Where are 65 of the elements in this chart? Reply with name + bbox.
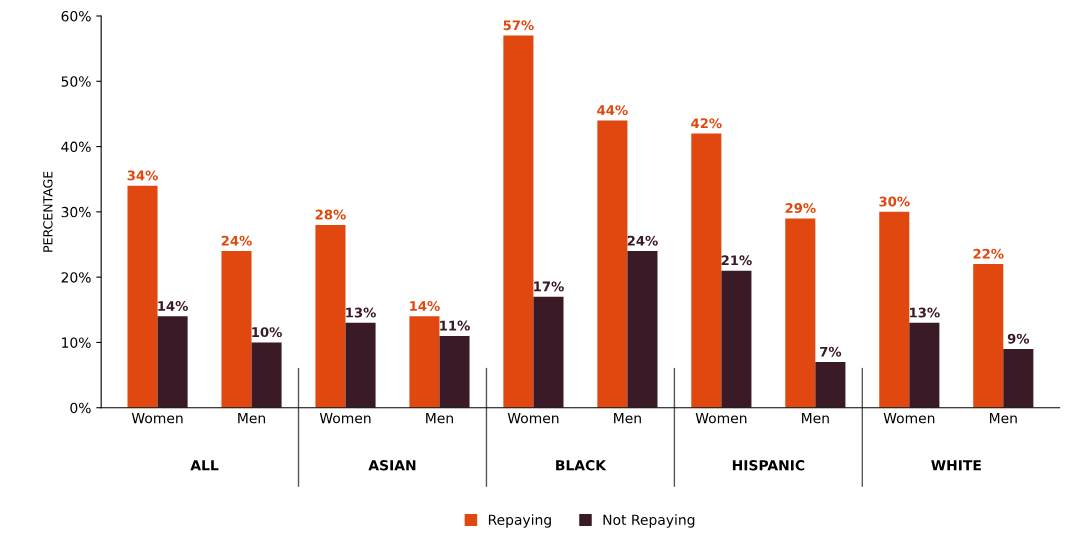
bar [879, 211, 910, 408]
bar [157, 316, 188, 408]
y-tick-label: 30% [61, 206, 91, 218]
y-tick-label: 50% [61, 76, 91, 87]
y-tick-label: 10% [62, 337, 91, 348]
bar [973, 264, 1004, 408]
bar [315, 224, 346, 408]
text: 24% [221, 235, 252, 246]
text: 42% [691, 118, 722, 129]
y-tick-label: 20% [61, 272, 91, 283]
text: 44% [597, 105, 628, 116]
text: 7% [820, 346, 842, 357]
bar [909, 322, 940, 408]
text: 28% [315, 209, 346, 220]
bar [721, 270, 752, 408]
text: BLACK [556, 460, 607, 471]
y-tick-label: 40% [61, 141, 91, 153]
x-tick-label: Women [319, 413, 371, 424]
text: ASIAN [368, 460, 416, 471]
y-tick-label: 60% [61, 10, 91, 22]
bar [815, 362, 846, 408]
text: 17% [534, 281, 564, 292]
y-tick-label: 0% [70, 402, 91, 414]
text: ALL [190, 460, 219, 471]
bar [251, 342, 282, 408]
y-axis-title: PERCENTAGE [43, 171, 53, 252]
x-tick-label: Men [238, 413, 266, 424]
x-tick-label: Men [614, 413, 641, 424]
bar [439, 335, 470, 408]
text: 13% [910, 307, 940, 318]
bar [785, 218, 816, 408]
x-tick-label: Women [883, 413, 935, 424]
text: 24% [627, 235, 658, 246]
bar [597, 120, 628, 408]
bar [1003, 348, 1034, 408]
x-tick-label: Women [131, 413, 183, 424]
bar [127, 185, 158, 408]
x-tick-label: Men [426, 413, 453, 424]
bar [345, 322, 376, 408]
legend-label: Not Repaying [603, 514, 695, 528]
text: 30% [879, 196, 910, 207]
bar [533, 296, 564, 408]
text: HISPANIC [732, 460, 805, 471]
text: 29% [785, 203, 816, 214]
bar [691, 133, 722, 408]
text: 14% [158, 301, 188, 311]
bar [409, 316, 440, 408]
bar [503, 35, 534, 408]
text: 11% [440, 320, 470, 331]
text: 10% [252, 327, 282, 338]
x-tick-label: Women [507, 413, 559, 424]
text: 21% [721, 255, 752, 266]
x-tick-label: Men [989, 413, 1017, 424]
text: 14% [410, 301, 440, 311]
bar [221, 251, 252, 408]
bar [627, 251, 658, 408]
legend-label: Repaying [488, 514, 551, 528]
x-tick-label: Women [695, 413, 747, 424]
text: 22% [973, 248, 1004, 259]
text: 9% [1007, 333, 1030, 344]
text: 13% [346, 307, 376, 318]
text: WHITE [931, 460, 981, 471]
text: 57% [503, 20, 534, 31]
text: 34% [127, 170, 158, 181]
x-tick-label: Men [802, 413, 829, 424]
